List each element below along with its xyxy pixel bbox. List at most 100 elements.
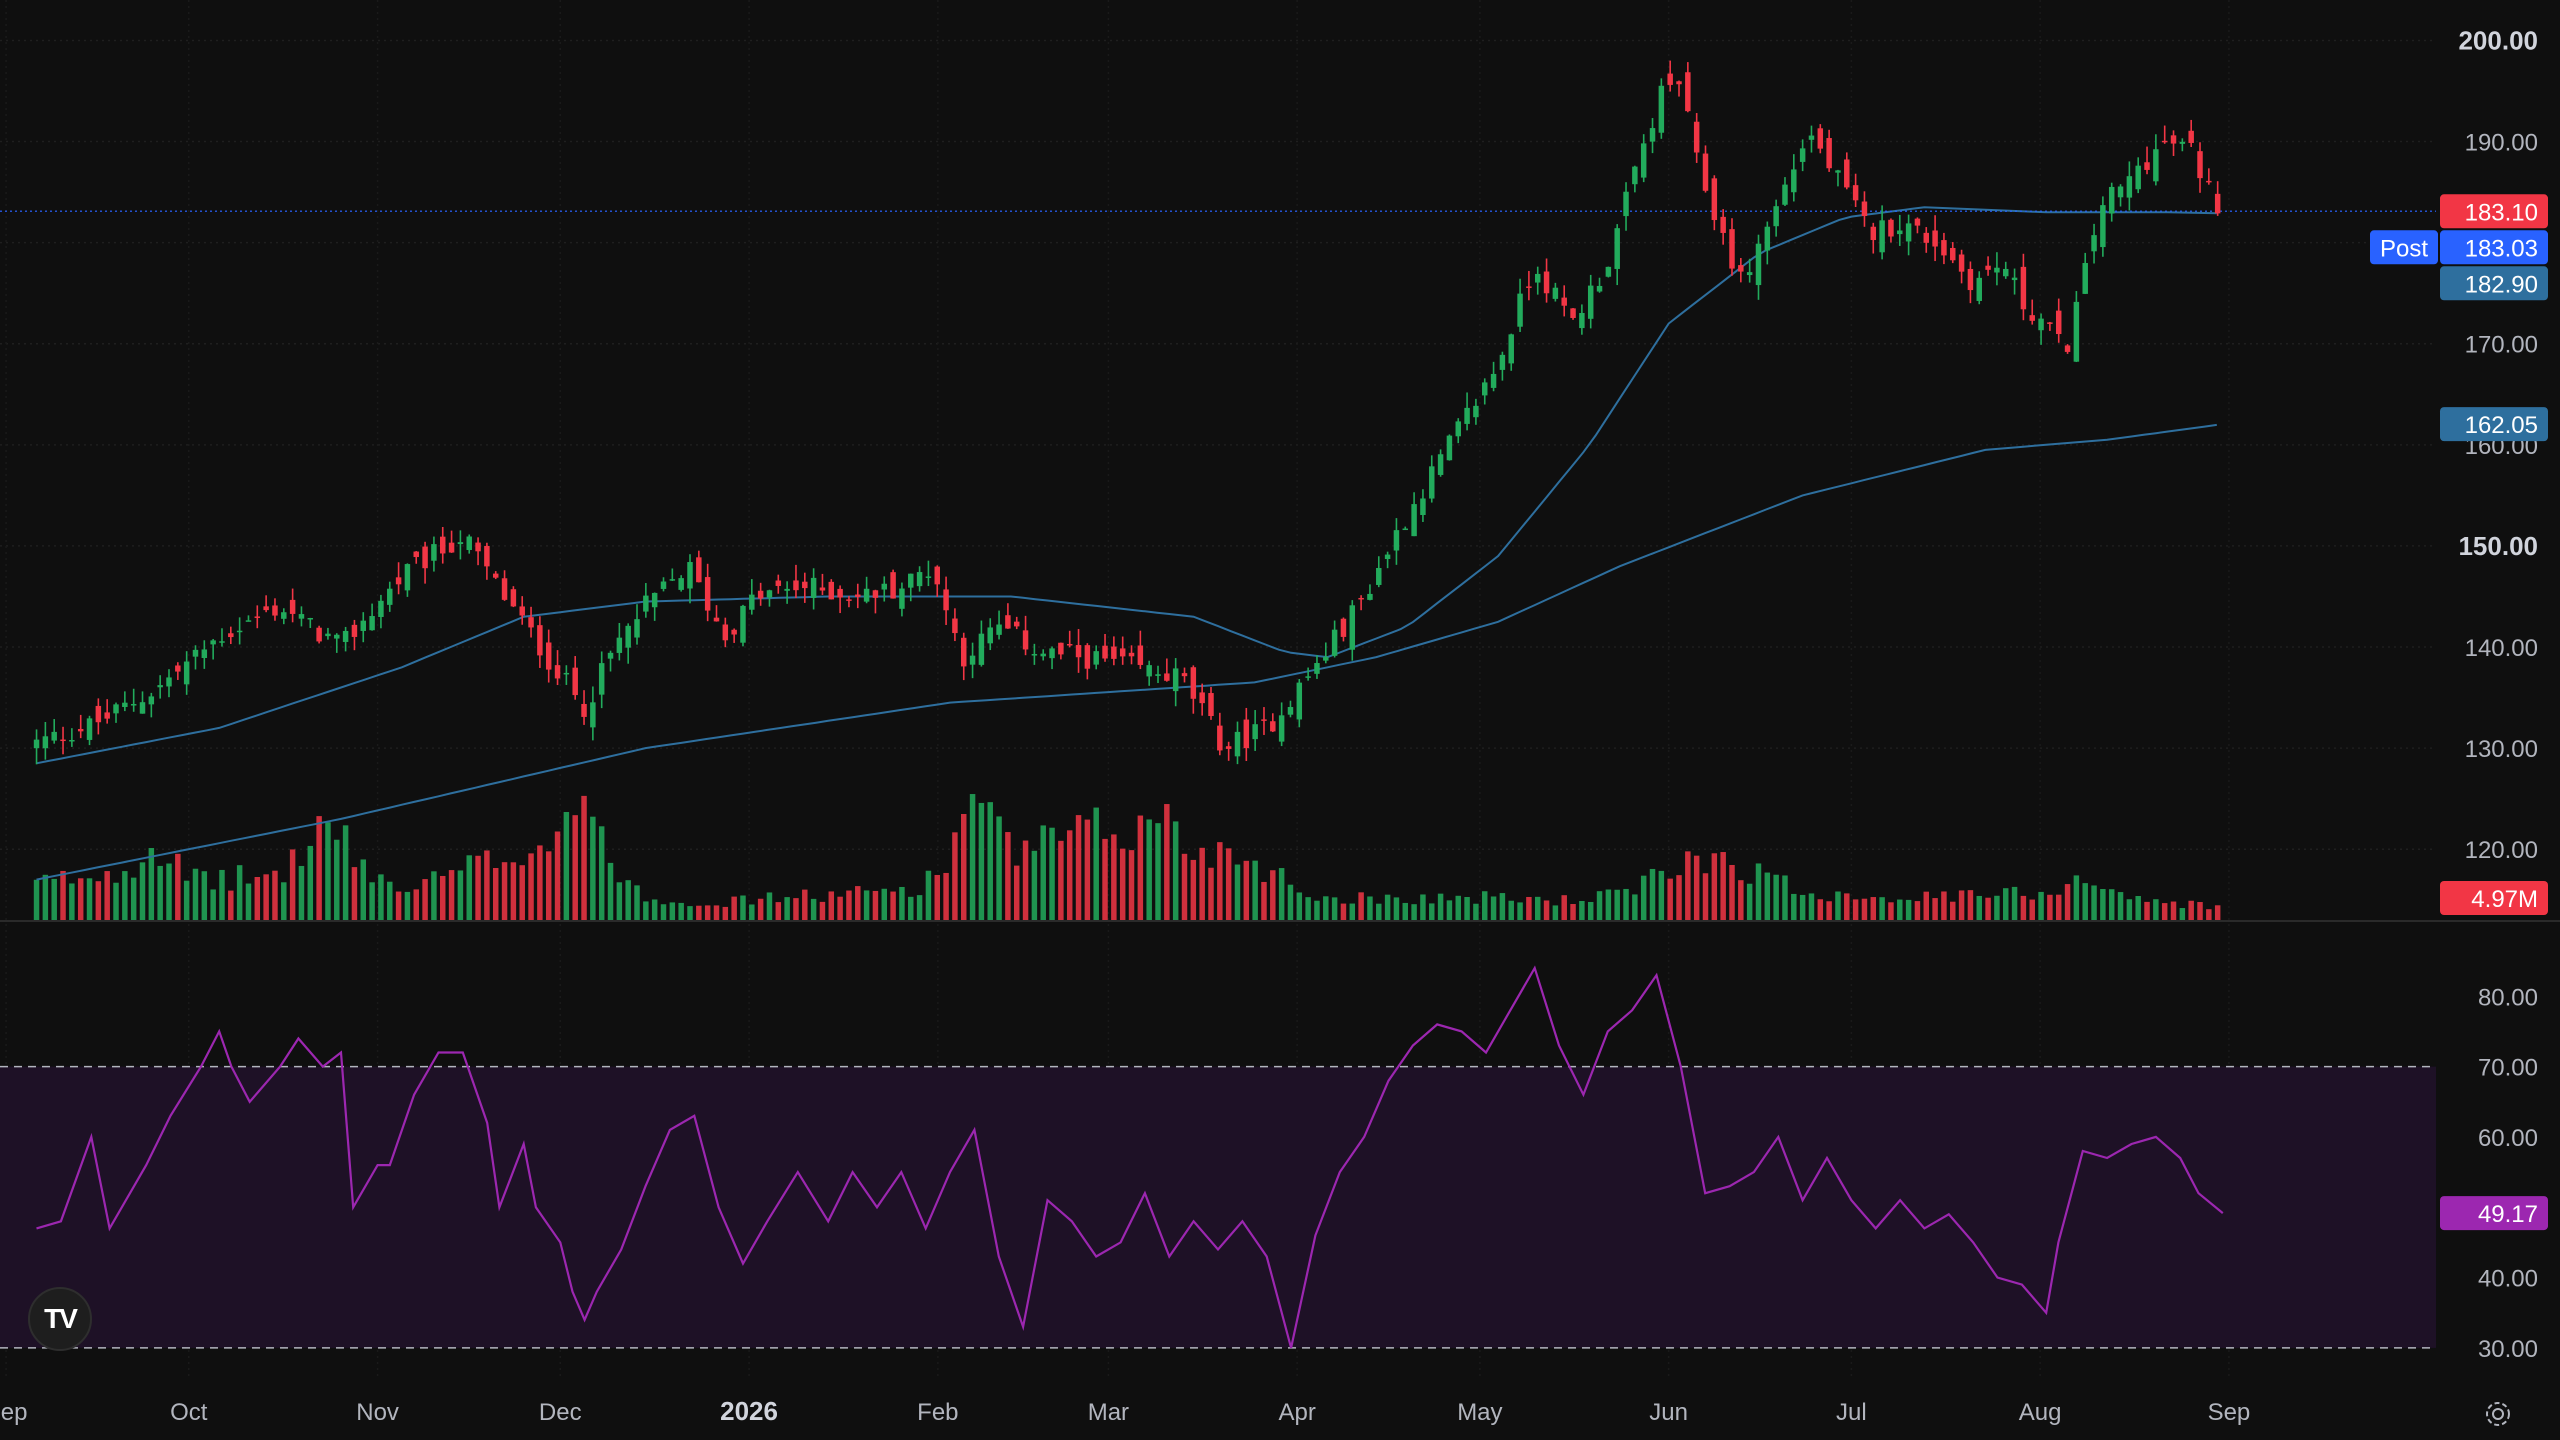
candle-body: [69, 739, 75, 742]
ma-fast-line: [36, 206, 2217, 765]
volume-bar: [890, 891, 896, 920]
volume-bar: [1941, 891, 1947, 920]
candle-body: [1155, 674, 1161, 676]
candle-body: [890, 572, 896, 599]
candle-body: [175, 665, 181, 672]
candle-body: [678, 578, 684, 590]
volume-bar: [2100, 889, 2106, 920]
candle-body: [281, 612, 287, 619]
post-session-tag: Post: [2370, 230, 2438, 265]
volume-bar: [1340, 903, 1347, 920]
candle-body: [572, 667, 578, 696]
volume-bar: [899, 886, 905, 920]
candle-body: [1172, 668, 1179, 692]
candle-body: [86, 718, 93, 740]
volume-bar: [413, 889, 419, 920]
volume-bar: [1844, 893, 1850, 920]
rsi-tag-text: 49.17: [2478, 1201, 2538, 1228]
candle-body: [1746, 272, 1753, 276]
volume-bar: [863, 890, 870, 920]
candle-body: [722, 624, 729, 641]
settings-button[interactable]: [2478, 1394, 2518, 1434]
volume-bar: [1296, 892, 1303, 920]
candle-body: [2108, 186, 2115, 214]
time-tick-label: Apr: [1278, 1399, 1315, 1426]
volume-bar: [1976, 895, 1982, 920]
volume-bar: [704, 905, 711, 920]
candle-body: [1570, 308, 1576, 318]
candle-body: [1976, 277, 1982, 301]
candle-body: [2197, 151, 2203, 179]
volume-bar: [2126, 899, 2133, 920]
candle-body: [2038, 318, 2044, 331]
candle-body: [1649, 128, 1656, 142]
volume-bar: [616, 882, 623, 920]
candle-body: [1579, 313, 1585, 329]
candle-body: [1102, 645, 1108, 659]
candle-body: [201, 649, 208, 659]
volume-bar: [1561, 895, 1567, 920]
candle-body: [1358, 597, 1364, 600]
candle-body: [210, 640, 216, 645]
volume-bar: [634, 885, 640, 920]
candle-body: [2117, 186, 2124, 198]
time-tick-label: Mar: [1088, 1399, 1129, 1426]
volume-bar: [1543, 900, 1550, 920]
time-tick-label: Feb: [917, 1399, 958, 1426]
volume-bar: [537, 845, 543, 920]
candle-body: [1685, 72, 1691, 112]
candle-body: [1623, 191, 1629, 217]
volume-bar: [201, 871, 208, 920]
volume-bar: [1058, 840, 1064, 920]
volume-bar: [1835, 891, 1841, 920]
candle-body: [1994, 267, 2000, 273]
candle-body: [192, 649, 199, 657]
volume-bar: [1225, 848, 1232, 920]
post-session-tag-bg: [2370, 230, 2438, 265]
candle-body: [307, 617, 314, 620]
candle-body: [122, 702, 128, 707]
volume-bar: [1888, 902, 1894, 920]
rsi-tick-label: 30.00: [2478, 1336, 2538, 1363]
volume-bar: [1402, 902, 1409, 920]
volume-bar: [1367, 896, 1373, 920]
candle-body: [2073, 301, 2080, 362]
volume-bar: [60, 870, 66, 920]
volume-bar: [545, 851, 552, 920]
volume-bar: [1914, 901, 1921, 920]
candle-body: [1296, 682, 1303, 720]
candle-body: [828, 581, 835, 600]
volume-bar: [1040, 825, 1046, 920]
volume-bar: [1720, 852, 1726, 920]
volume-bar: [1102, 838, 1108, 920]
volume-bar: [1587, 901, 1594, 920]
post-price-tag-bg: [2440, 230, 2548, 265]
candle-body: [1005, 615, 1011, 629]
candle-body: [528, 617, 534, 628]
volume-bar: [342, 825, 349, 920]
candle-body: [2153, 149, 2159, 182]
candle-body: [457, 542, 464, 545]
volume-bar: [766, 892, 773, 920]
candle-body: [369, 616, 375, 631]
tradingview-logo[interactable]: TV: [28, 1287, 92, 1351]
volume-tag-text: 4.97M: [2471, 886, 2538, 913]
volume-bar: [148, 848, 155, 920]
candle-body: [1861, 201, 1868, 217]
candle-body: [1835, 170, 1841, 173]
volume-bar: [492, 867, 499, 920]
volume-bar: [802, 889, 808, 920]
candle-body: [863, 588, 870, 602]
candle-body: [1817, 128, 1824, 149]
candle-body: [2055, 310, 2062, 335]
volume-bar: [1393, 897, 1400, 920]
candle-body: [872, 590, 879, 598]
candle-body: [687, 562, 693, 589]
candle-body: [1181, 673, 1188, 677]
candle-body: [1870, 226, 1877, 241]
volume-bar: [1782, 875, 1788, 920]
candle-body: [2011, 277, 2018, 281]
candle-body: [1217, 725, 1223, 751]
